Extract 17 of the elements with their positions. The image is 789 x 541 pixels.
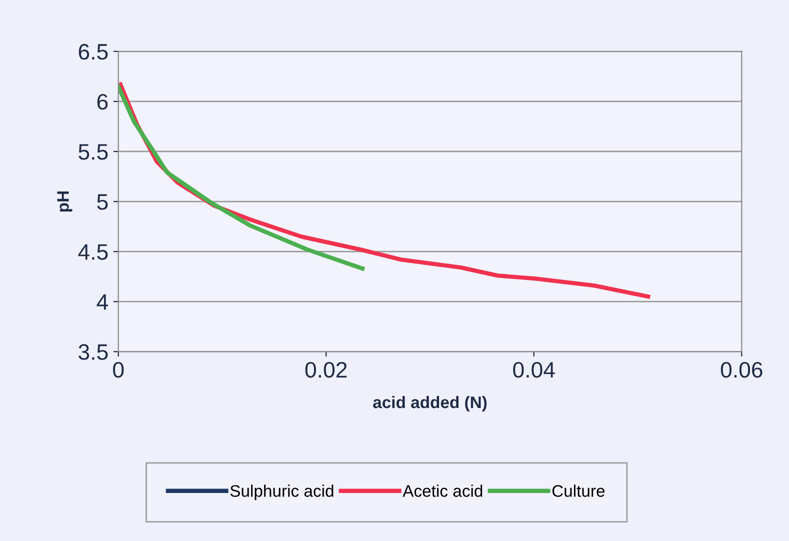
x-axis-title: acid added (N) xyxy=(373,396,487,412)
y-tick-label: 5.5 xyxy=(78,144,108,160)
line-series xyxy=(118,84,365,271)
x-tick-label: 0.06 xyxy=(720,362,762,378)
y-tick-label: 4 xyxy=(96,294,108,310)
y-tick-label: 6 xyxy=(97,94,108,110)
y-tick-label: 4.5 xyxy=(78,244,108,260)
x-tick-label: 0.02 xyxy=(305,362,347,378)
y-tick-label: 5 xyxy=(97,194,108,210)
y-tick-label: 3.5 xyxy=(78,344,108,360)
legend-label: Acetic acid xyxy=(402,484,482,497)
x-tick-label: 0 xyxy=(113,362,124,378)
y-axis-title: pH xyxy=(57,192,72,212)
y-tick-label: 6.5 xyxy=(78,44,108,60)
legend-label: Sulphuric acid xyxy=(230,484,334,500)
x-tick-label: 0.04 xyxy=(513,362,555,378)
legend-label: Culture xyxy=(552,484,605,497)
